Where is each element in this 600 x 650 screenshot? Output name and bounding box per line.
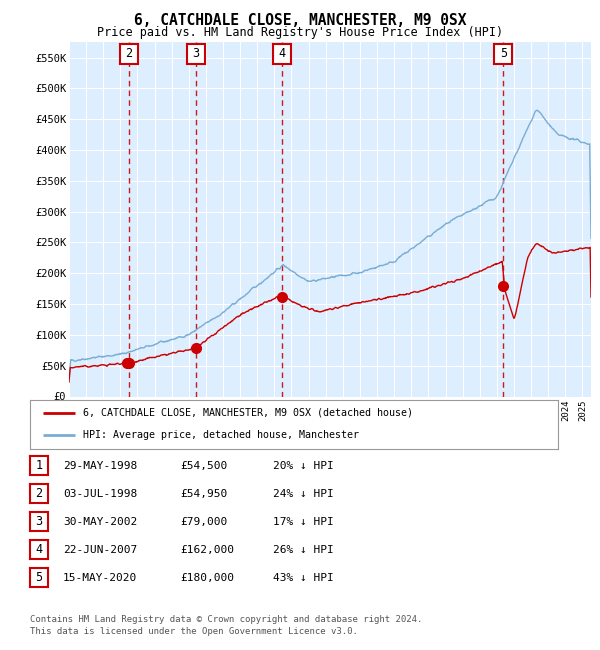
Text: 4: 4 <box>279 47 286 60</box>
Text: HPI: Average price, detached house, Manchester: HPI: Average price, detached house, Manc… <box>83 430 359 440</box>
Text: 4: 4 <box>35 543 43 556</box>
Text: 6, CATCHDALE CLOSE, MANCHESTER, M9 0SX (detached house): 6, CATCHDALE CLOSE, MANCHESTER, M9 0SX (… <box>83 408 413 418</box>
Text: 24% ↓ HPI: 24% ↓ HPI <box>273 489 334 499</box>
Text: 6, CATCHDALE CLOSE, MANCHESTER, M9 0SX: 6, CATCHDALE CLOSE, MANCHESTER, M9 0SX <box>134 13 466 28</box>
Text: £79,000: £79,000 <box>180 517 227 526</box>
Text: 03-JUL-1998: 03-JUL-1998 <box>63 489 137 499</box>
Text: 5: 5 <box>35 571 43 584</box>
Text: 26% ↓ HPI: 26% ↓ HPI <box>273 545 334 554</box>
Text: £54,950: £54,950 <box>180 489 227 499</box>
Text: £162,000: £162,000 <box>180 545 234 554</box>
Text: £180,000: £180,000 <box>180 573 234 582</box>
Text: 3: 3 <box>35 515 43 528</box>
Text: 5: 5 <box>500 47 507 60</box>
Text: £54,500: £54,500 <box>180 461 227 471</box>
Text: Contains HM Land Registry data © Crown copyright and database right 2024.: Contains HM Land Registry data © Crown c… <box>30 615 422 624</box>
Text: 2: 2 <box>125 47 133 60</box>
Text: 22-JUN-2007: 22-JUN-2007 <box>63 545 137 554</box>
Text: 30-MAY-2002: 30-MAY-2002 <box>63 517 137 526</box>
Text: 15-MAY-2020: 15-MAY-2020 <box>63 573 137 582</box>
Text: 1: 1 <box>35 459 43 472</box>
Text: 3: 3 <box>192 47 199 60</box>
Text: This data is licensed under the Open Government Licence v3.0.: This data is licensed under the Open Gov… <box>30 627 358 636</box>
Text: 43% ↓ HPI: 43% ↓ HPI <box>273 573 334 582</box>
Text: 20% ↓ HPI: 20% ↓ HPI <box>273 461 334 471</box>
Text: 29-MAY-1998: 29-MAY-1998 <box>63 461 137 471</box>
Text: 2: 2 <box>35 488 43 500</box>
Text: Price paid vs. HM Land Registry's House Price Index (HPI): Price paid vs. HM Land Registry's House … <box>97 26 503 39</box>
Text: 17% ↓ HPI: 17% ↓ HPI <box>273 517 334 526</box>
